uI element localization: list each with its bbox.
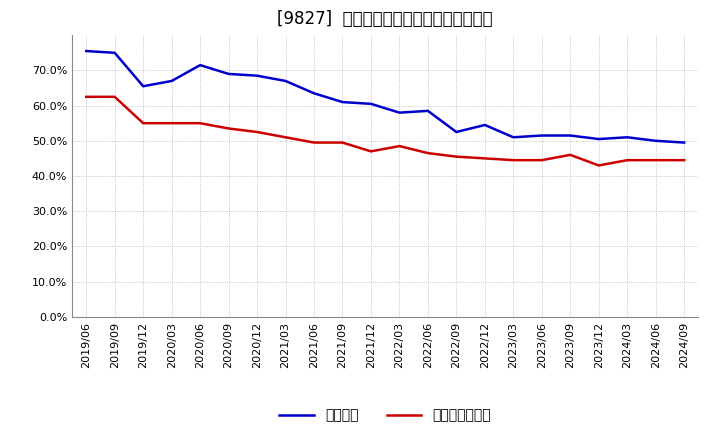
Line: 固定比率: 固定比率 bbox=[86, 51, 684, 143]
Title: [9827]  固定比率、固定長期適合率の推移: [9827] 固定比率、固定長期適合率の推移 bbox=[277, 10, 493, 28]
固定長期適合率 bbox=[566, 152, 575, 158]
Line: 固定長期適合率: 固定長期適合率 bbox=[86, 97, 684, 165]
固定長期適合率 bbox=[509, 158, 518, 163]
固定長期適合率 bbox=[253, 129, 261, 135]
固定比率 bbox=[82, 48, 91, 54]
固定比率 bbox=[680, 140, 688, 145]
固定長期適合率 bbox=[225, 126, 233, 131]
固定比率 bbox=[623, 135, 631, 140]
固定比率 bbox=[338, 99, 347, 105]
固定比率 bbox=[652, 138, 660, 143]
固定比率 bbox=[452, 129, 461, 135]
固定比率 bbox=[566, 133, 575, 138]
固定比率 bbox=[196, 62, 204, 68]
固定長期適合率 bbox=[310, 140, 318, 145]
固定長期適合率 bbox=[196, 121, 204, 126]
固定長期適合率 bbox=[366, 149, 375, 154]
固定比率 bbox=[509, 135, 518, 140]
固定長期適合率 bbox=[480, 156, 489, 161]
固定長期適合率 bbox=[282, 135, 290, 140]
固定比率 bbox=[537, 133, 546, 138]
固定長期適合率 bbox=[452, 154, 461, 159]
固定長期適合率 bbox=[167, 121, 176, 126]
固定長期適合率 bbox=[652, 158, 660, 163]
Legend: 固定比率, 固定長期適合率: 固定比率, 固定長期適合率 bbox=[274, 403, 497, 428]
固定比率 bbox=[310, 91, 318, 96]
固定比率 bbox=[480, 122, 489, 128]
固定長期適合率 bbox=[595, 163, 603, 168]
固定長期適合率 bbox=[139, 121, 148, 126]
固定比率 bbox=[282, 78, 290, 84]
固定長期適合率 bbox=[82, 94, 91, 99]
固定長期適合率 bbox=[338, 140, 347, 145]
固定比率 bbox=[423, 108, 432, 114]
固定比率 bbox=[167, 78, 176, 84]
固定長期適合率 bbox=[423, 150, 432, 156]
固定比率 bbox=[253, 73, 261, 78]
固定比率 bbox=[110, 50, 119, 55]
固定比率 bbox=[139, 84, 148, 89]
固定比率 bbox=[366, 101, 375, 106]
固定長期適合率 bbox=[395, 143, 404, 149]
固定長期適合率 bbox=[537, 158, 546, 163]
固定長期適合率 bbox=[110, 94, 119, 99]
固定長期適合率 bbox=[623, 158, 631, 163]
固定長期適合率 bbox=[680, 158, 688, 163]
固定比率 bbox=[595, 136, 603, 142]
固定比率 bbox=[225, 71, 233, 77]
固定比率 bbox=[395, 110, 404, 115]
